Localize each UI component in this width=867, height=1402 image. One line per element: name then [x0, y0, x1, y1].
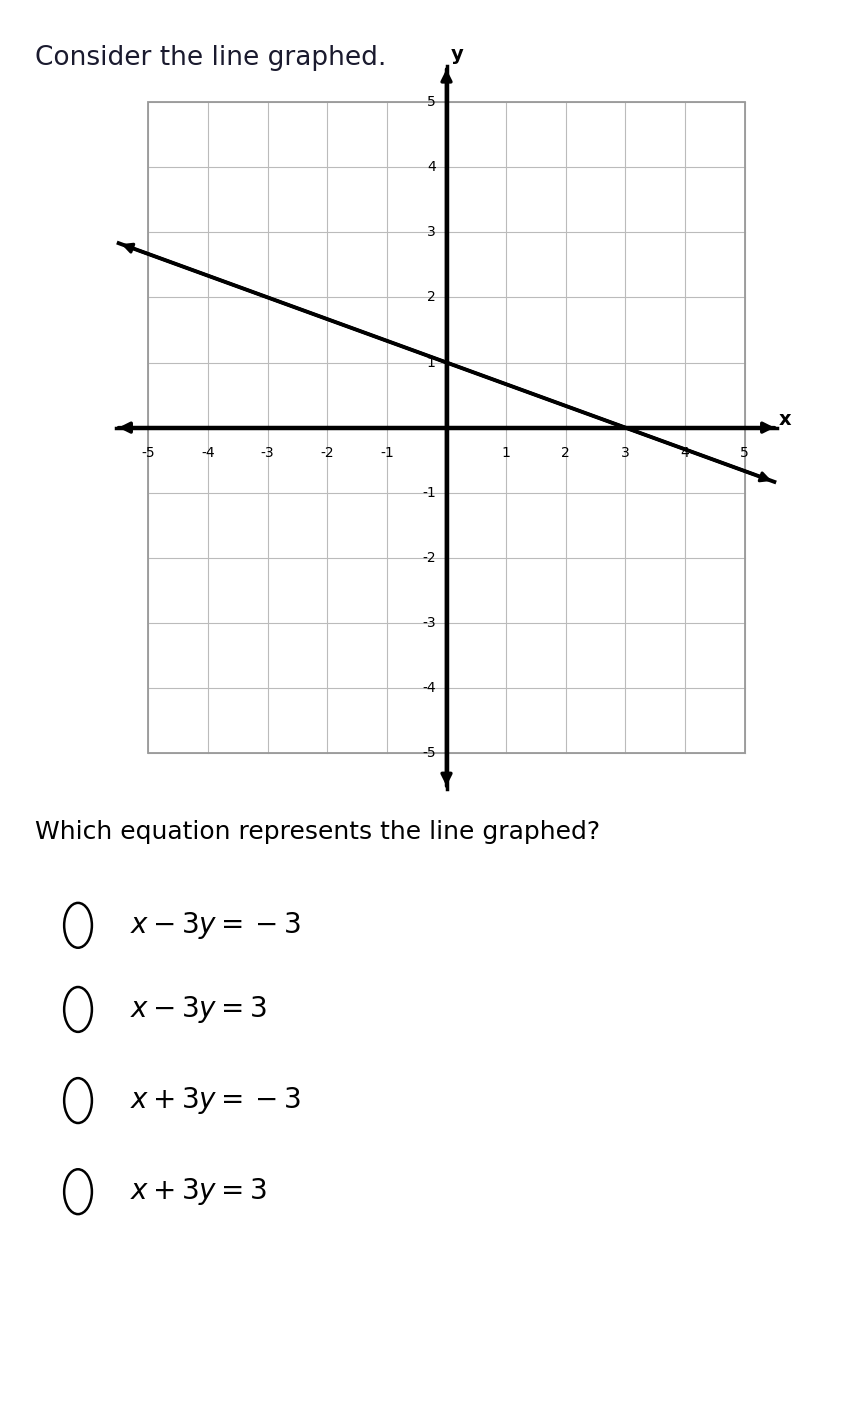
Text: -4: -4 [422, 681, 436, 695]
Text: 3: 3 [621, 446, 629, 460]
Text: 5: 5 [740, 446, 749, 460]
Text: 2: 2 [561, 446, 570, 460]
Text: -2: -2 [422, 551, 436, 565]
Bar [148, 102, 745, 753]
Text: $x - 3y = -3$: $x - 3y = -3$ [130, 910, 301, 941]
Text: -1: -1 [380, 446, 394, 460]
Text: $x + 3y = 3$: $x + 3y = 3$ [130, 1176, 267, 1207]
Text: -4: -4 [201, 446, 215, 460]
Text: Consider the line graphed.: Consider the line graphed. [35, 45, 386, 72]
Text: $x - 3y = 3$: $x - 3y = 3$ [130, 994, 267, 1025]
Text: x: x [779, 411, 792, 429]
Text: -5: -5 [422, 746, 436, 760]
Text: 1: 1 [427, 356, 436, 370]
Text: 4: 4 [681, 446, 689, 460]
Text: -5: -5 [141, 446, 155, 460]
Text: y: y [451, 45, 464, 64]
Text: $x + 3y = -3$: $x + 3y = -3$ [130, 1085, 301, 1116]
Text: -1: -1 [422, 485, 436, 499]
Text: -3: -3 [422, 615, 436, 629]
Text: 4: 4 [427, 160, 436, 174]
Text: 1: 1 [502, 446, 511, 460]
Text: -2: -2 [321, 446, 334, 460]
Text: 3: 3 [427, 226, 436, 240]
Text: 2: 2 [427, 290, 436, 304]
Text: 5: 5 [427, 95, 436, 109]
Text: Which equation represents the line graphed?: Which equation represents the line graph… [35, 820, 600, 844]
Text: -3: -3 [261, 446, 275, 460]
